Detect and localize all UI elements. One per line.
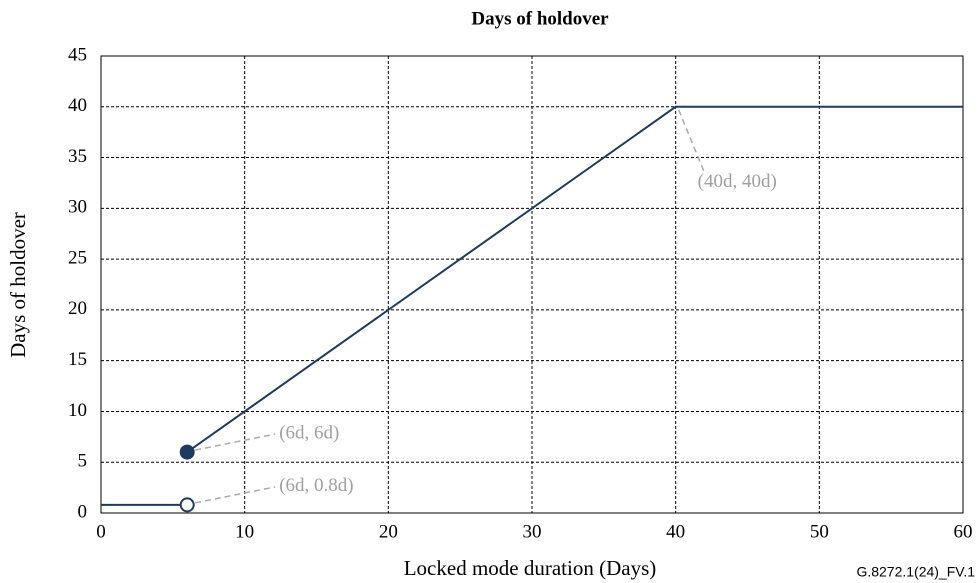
y-tick-label: 5 [78, 451, 88, 472]
line-series [101, 105, 963, 506]
marker [179, 444, 195, 460]
y-tick-label: 0 [78, 501, 88, 522]
x-tick-label: 50 [810, 521, 829, 542]
footnote: G.8272.1(24)_FV.1 [856, 564, 975, 580]
marker [179, 497, 195, 513]
chart-title: Days of holdover [471, 8, 609, 29]
x-tick-label: 30 [523, 521, 542, 542]
annotation-leader [677, 109, 705, 172]
y-tick-label: 40 [68, 95, 87, 116]
x-tick-label: 10 [235, 521, 254, 542]
x-tick-label: 20 [379, 521, 398, 542]
annotation-leader [195, 433, 276, 451]
y-tick-label: 30 [68, 197, 87, 218]
y-tick-label: 20 [68, 298, 87, 319]
annotation: (40d, 40d) [698, 171, 777, 192]
y-tick-label: 45 [68, 44, 87, 65]
annotation: (6d, 6d) [279, 422, 339, 443]
y-tick-label: 15 [68, 349, 87, 370]
y-axis-label: Days of holdover [6, 212, 30, 358]
x-axis-label: Locked mode duration (Days) [404, 556, 657, 580]
x-tick-label: 60 [954, 521, 973, 542]
annotation: (6d, 0.8d) [279, 475, 353, 496]
y-tick-label: 25 [68, 247, 87, 268]
x-tick-label: 40 [666, 521, 685, 542]
plot-border [100, 55, 964, 514]
x-tick-label: 0 [96, 521, 106, 542]
annotation-leader [195, 486, 276, 504]
y-tick-label: 35 [68, 146, 87, 167]
y-tick-label: 10 [68, 400, 87, 421]
